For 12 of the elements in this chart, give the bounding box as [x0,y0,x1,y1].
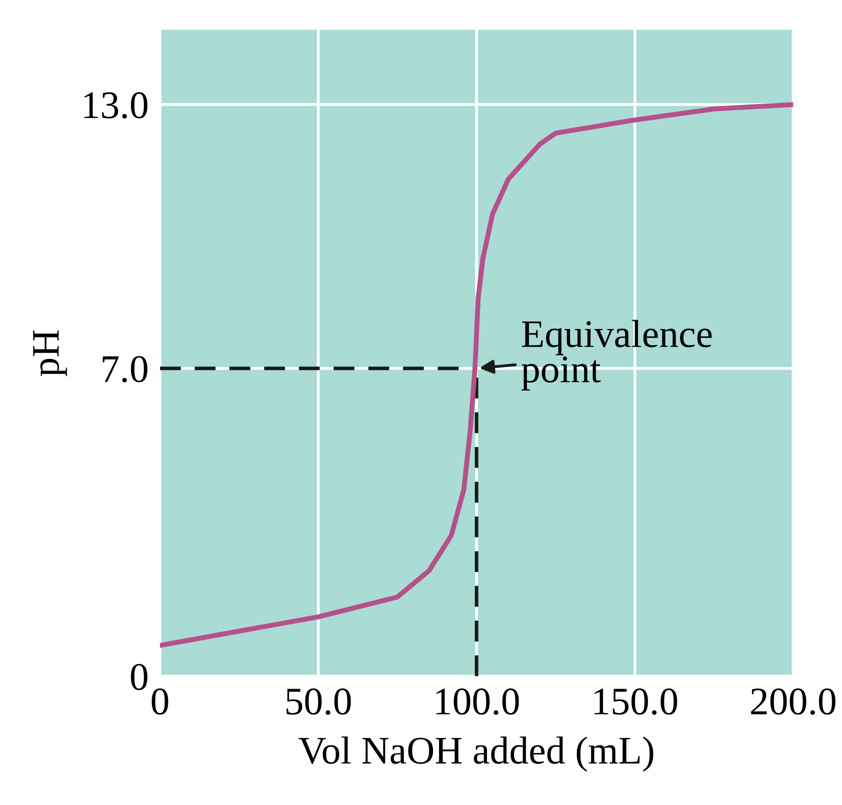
x-tick-label: 150.0 [594,688,678,715]
x-tick-label: 50.0 [286,688,351,715]
x-tick-label: 0 [152,688,168,715]
x-tick-label: 100.0 [436,688,519,715]
annotation: Equivalence point [522,320,712,390]
y-axis-title: pH [33,330,67,376]
y-tick-label: 13.0 [84,92,148,119]
y-tick-label: 0 [130,664,148,690]
line-series [160,102,794,648]
y-tick-label: 7.0 [102,356,148,382]
x-axis-title: Vol NaOH added (mL) [298,736,654,772]
x-tick-label: 200.0 [751,688,836,715]
